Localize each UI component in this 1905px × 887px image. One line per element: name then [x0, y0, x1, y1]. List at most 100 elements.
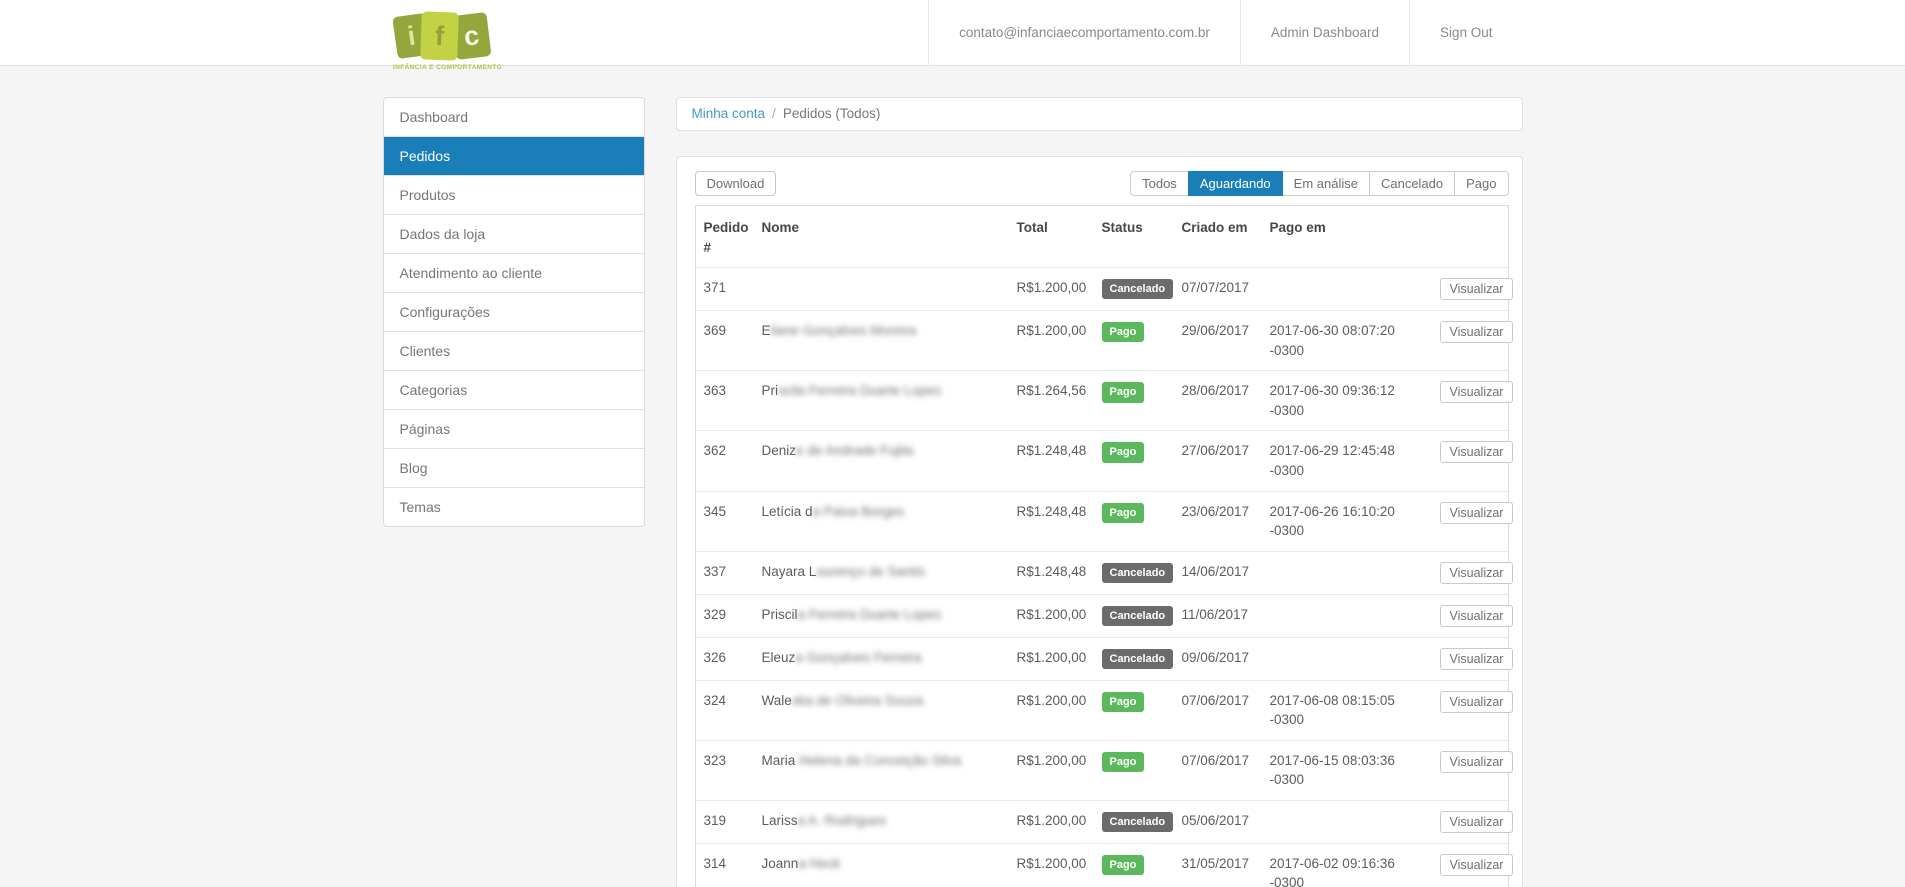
order-total-cell: R$1.200,00 [1016, 692, 1087, 708]
order-status-cell: Cancelado [1094, 637, 1174, 680]
order-name-visible: Priscil [761, 606, 798, 622]
visualizar-button[interactable]: Visualizar [1439, 381, 1514, 404]
order-number-cell: 363 [703, 383, 727, 399]
orders-table: Pedido # Nome Total Status Criado em Pago em … [695, 206, 1514, 887]
order-status-cell: Pago [1094, 371, 1174, 431]
status-badge: Pago [1101, 751, 1145, 773]
sidebar-item-paginas[interactable]: Páginas [383, 409, 644, 448]
order-paid-cell: 2017-06-02 09:16:36 -0300 [1269, 855, 1395, 887]
filter-button-pago[interactable]: Pago [1454, 171, 1509, 196]
store-logo[interactable]: i f c INFÂNCIA E COMPORTAMENTO [391, 6, 503, 76]
filter-button-cancelado[interactable]: Cancelado [1368, 171, 1456, 196]
sidebar-item-pedidos[interactable]: Pedidos [383, 136, 644, 175]
order-name-visible: Maria [761, 752, 800, 768]
visualizar-button[interactable]: Visualizar [1439, 501, 1514, 524]
status-badge: Cancelado [1101, 605, 1174, 626]
breadcrumb-current: Pedidos (Todos) [782, 106, 881, 121]
order-name-cell: Waleska de Oliveira Souza [754, 680, 1009, 740]
order-paid-cell [1262, 800, 1432, 843]
visualizar-button[interactable]: Visualizar [1439, 690, 1514, 713]
logo-tagline: INFÂNCIA E COMPORTAMENTO [392, 64, 503, 71]
table-row: 324 Waleska de Oliveira Souza R$1.200,00 Pa… [695, 680, 1514, 740]
header-email[interactable]: contato@infanciaecomportamento.com.br [928, 0, 1240, 66]
sidebar-item-blog[interactable]: Blog [383, 448, 644, 487]
sidebar-item-dados-da-loja[interactable]: Dados da loja [383, 214, 644, 253]
filter-button-em-analise[interactable]: Em análise [1281, 171, 1370, 196]
order-name-redacted: e de Andrade Fujita [796, 443, 914, 459]
content-column: Minha conta / Pedidos (Todos) Download Tod… [675, 97, 1523, 887]
visualizar-button[interactable]: Visualizar [1439, 321, 1514, 344]
table-header-row: Pedido # Nome Total Status Criado em Pago em [696, 206, 1508, 268]
status-badge: Pago [1101, 382, 1145, 403]
table-row: 329 Priscila Ferreira Duarte Lopes R$1.200… [695, 594, 1514, 637]
orders-table-wrapper: Pedido # Nome Total Status Criado em Pago em … [694, 205, 1514, 887]
order-total-cell: R$1.200,00 [1016, 855, 1087, 871]
column-header-pago-em: Pago em [1269, 220, 1326, 235]
order-total-cell: R$1.200,00 [1016, 280, 1087, 296]
order-name-redacted: a Heck [798, 855, 841, 871]
visualizar-button[interactable]: Visualizar [1439, 441, 1514, 464]
order-name-visible: Wale [761, 692, 792, 708]
sidebar-item-temas[interactable]: Temas [383, 487, 644, 526]
order-name-cell: Eliane Gonçalves Moreira [754, 311, 1009, 371]
order-action-cell: Visualizar [1432, 680, 1514, 740]
status-badge: Pago [1101, 322, 1145, 343]
visualizar-button[interactable]: Visualizar [1439, 278, 1514, 301]
order-name-cell: Denize de Andrade Fujita [754, 431, 1009, 491]
visualizar-button[interactable]: Visualizar [1439, 561, 1514, 584]
order-paid-cell [1262, 594, 1432, 637]
order-number-cell: 326 [703, 649, 727, 665]
filter-button-todos[interactable]: Todos [1130, 171, 1189, 196]
nav-sign-out[interactable]: Sign Out [1408, 0, 1523, 66]
sidebar-item-dashboard[interactable]: Dashboard [399, 109, 469, 125]
order-name-redacted: liane Gonçalves Moreira [770, 323, 917, 339]
order-name-redacted: a Paiva Borges [812, 503, 905, 519]
sidebar-nav: Dashboard Pedidos Produtos Dados da loja Ate… [382, 97, 645, 527]
order-number-cell: 323 [703, 752, 727, 768]
order-created-cell: 29/06/2017 [1181, 323, 1250, 339]
order-status-cell: Cancelado [1094, 800, 1174, 843]
order-name-visible: Nayara L [761, 563, 817, 579]
status-filter-group: Todos Aguardando Em análise Cancelado Pago [1130, 171, 1509, 196]
visualizar-button[interactable]: Visualizar [1439, 647, 1514, 670]
order-name-cell [754, 268, 1009, 311]
order-number-cell: 362 [703, 443, 727, 459]
table-row: 369 Eliane Gonçalves Moreira R$1.200,00 Pag… [695, 310, 1514, 371]
order-action-cell: Visualizar [1432, 431, 1514, 491]
download-button[interactable]: Download [694, 171, 777, 196]
sidebar-item-atendimento-ao-cliente[interactable]: Atendimento ao cliente [383, 253, 644, 292]
filter-button-aguardando[interactable]: Aguardando [1187, 171, 1283, 196]
visualizar-button[interactable]: Visualizar [1439, 750, 1514, 773]
breadcrumb-link-minha-conta[interactable]: Minha conta [691, 106, 766, 121]
visualizar-button[interactable]: Visualizar [1439, 604, 1514, 627]
order-action-cell: Visualizar [1432, 637, 1514, 680]
order-paid-cell: 2017-06-08 08:15:05 -0300 [1269, 692, 1395, 728]
order-paid-cell: 2017-06-29 12:45:48 -0300 [1269, 443, 1395, 478]
nav-admin-dashboard[interactable]: Admin Dashboard [1239, 0, 1409, 66]
orders-table-body: 371 R$1.200,00 Cancelado 07/07/2017 Visualiz… [695, 267, 1514, 887]
order-action-cell: Visualizar [1432, 594, 1514, 637]
order-status-cell: Pago [1094, 311, 1174, 371]
sidebar-item-categorias[interactable]: Categorias [383, 370, 644, 409]
order-status-cell: Cancelado [1094, 268, 1174, 311]
status-badge: Cancelado [1101, 279, 1174, 300]
status-badge: Cancelado [1101, 562, 1174, 583]
visualizar-button[interactable]: Visualizar [1439, 810, 1514, 833]
column-header-total: Total [1016, 220, 1048, 235]
order-total-cell: R$1.248,48 [1016, 443, 1087, 459]
order-created-cell: 27/06/2017 [1181, 443, 1250, 459]
order-number-cell: 345 [703, 503, 727, 519]
order-paid-cell [1262, 637, 1432, 680]
order-status-cell: Cancelado [1094, 594, 1174, 637]
sidebar-item-clientes[interactable]: Clientes [383, 331, 644, 370]
order-name-cell: Priscila Ferreira Duarte Lopes [754, 371, 1009, 431]
order-action-cell: Visualizar [1432, 371, 1514, 431]
order-name-redacted: scila Ferreira Duarte Lopes [778, 383, 941, 399]
table-row: 371 R$1.200,00 Cancelado 07/07/2017 Visualiz… [695, 267, 1514, 311]
visualizar-button[interactable]: Visualizar [1439, 853, 1514, 876]
order-name-visible: E [761, 323, 771, 339]
order-action-cell: Visualizar [1432, 843, 1514, 887]
sidebar-item-produtos[interactable]: Produtos [383, 175, 644, 214]
sidebar-item-configuracoes[interactable]: Configurações [383, 292, 644, 331]
table-row: 319 Larissa A. Rodrigues R$1.200,00 Cancela… [695, 800, 1514, 843]
